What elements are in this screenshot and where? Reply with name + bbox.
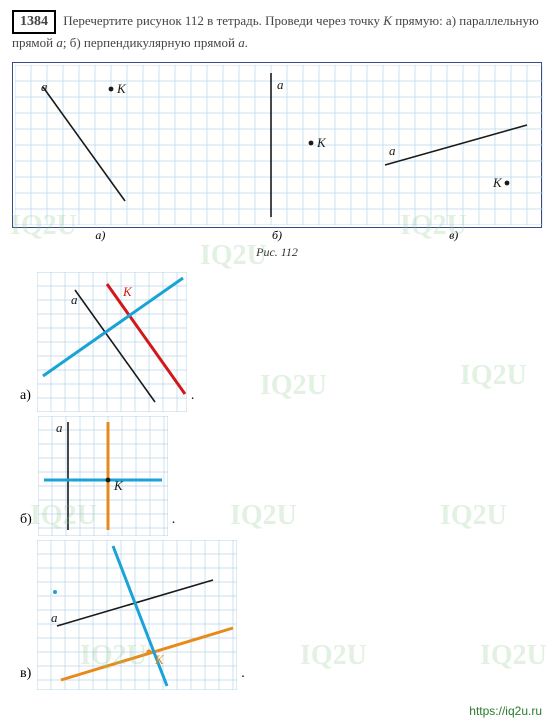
svg-text:K: K	[122, 284, 133, 299]
answer-a-row: а) aK .	[20, 272, 554, 412]
answer-c-row: в) aK .	[20, 540, 554, 690]
svg-text:a: a	[71, 292, 78, 307]
svg-text:a: a	[389, 143, 396, 158]
sublabel-c: в)	[365, 228, 542, 243]
svg-text:a: a	[51, 610, 58, 625]
answer-b-period: .	[172, 512, 176, 528]
answer-a-period: .	[191, 388, 195, 404]
answer-b-label: б)	[20, 512, 32, 528]
svg-text:K: K	[492, 175, 503, 190]
svg-text:K: K	[113, 478, 124, 493]
task-k: K	[383, 13, 392, 28]
figure-112-svg: a Ka Ka K	[15, 65, 543, 225]
figure-112: a Ka Ka K	[12, 62, 542, 228]
figure-sublabels: а) б) в)	[12, 228, 542, 243]
answer-c-svg: aK	[37, 540, 237, 690]
task-number-badge: 1384	[12, 10, 56, 34]
answer-c-period: .	[241, 666, 245, 682]
svg-text:a: a	[56, 420, 63, 435]
svg-text:K: K	[116, 81, 127, 96]
figure-caption: Рис. 112	[0, 245, 554, 260]
sublabel-b: б)	[189, 228, 366, 243]
answer-a-svg: aK	[37, 272, 187, 412]
svg-text:a: a	[277, 77, 284, 92]
answer-a-label: а)	[20, 388, 31, 404]
answer-c-label: в)	[20, 666, 31, 682]
sublabel-a: а)	[12, 228, 189, 243]
answers-block: а) aK . б) aK . в) aK .	[0, 264, 554, 690]
task-statement: 1384 Перечертите рисунок 112 в тетрадь. …	[0, 0, 554, 58]
task-text-1: Перечертите рисунок 112 в тетрадь. Прове…	[63, 13, 383, 28]
svg-text:a: a	[41, 79, 48, 94]
task-text-4: .	[245, 35, 248, 50]
footer-url: https://iq2u.ru	[469, 704, 542, 718]
answer-b-svg: aK	[38, 416, 168, 536]
task-text-3: ; б) перпендикулярную прямой	[63, 35, 238, 50]
answer-b-row: б) aK .	[20, 416, 554, 536]
svg-text:K: K	[316, 135, 327, 150]
svg-text:K: K	[154, 652, 165, 667]
